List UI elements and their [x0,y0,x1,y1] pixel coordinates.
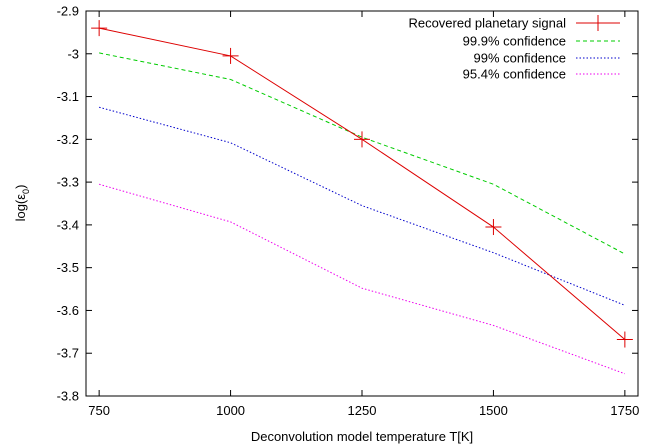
legend-label: Recovered planetary signal [408,16,566,31]
x-tick-label: 1500 [479,403,508,418]
series-line-1 [99,52,626,255]
data-point-marker [616,331,633,348]
y-tick-label: -3.3 [57,175,79,190]
y-tick-label: -3.7 [57,346,79,361]
y-tick-label: -3.8 [57,389,79,404]
legend: Recovered planetary signal 99.9% confiden… [408,15,620,82]
x-tick-label: 1000 [216,403,245,418]
series-line-3 [99,183,626,375]
data-point-marker [91,20,108,37]
legend-label: 95.4% confidence [463,67,566,82]
y-tick-label: -3.5 [57,260,79,275]
y-tick-label: -3.6 [57,303,79,318]
legend-label: 99% confidence [473,51,566,66]
series-layer [91,20,633,375]
y-tick-label: -3 [67,46,79,61]
legend-label: 99.9% confidence [463,34,566,49]
y-axis-label: log(ε0) [13,185,31,222]
x-tick-label: 750 [88,403,110,418]
x-tick-label: 1750 [610,403,639,418]
data-point-marker [485,219,502,236]
data-point-marker [222,47,239,64]
y-tick-label: -3.2 [57,132,79,147]
y-tick-label: -3.4 [57,217,79,232]
y-tick-label: -2.9 [57,4,79,19]
x-tick-label: 1250 [348,403,377,418]
axis-ticks: -3.8 -3.7 -3.6 -3.5 -3.4 -3.3 -3.2 -3.1 -3 -2.9 75… [57,4,640,419]
data-point-marker [354,131,370,148]
x-axis-label: Deconvolution model temperature T[K] [251,429,473,444]
y-tick-label: -3.1 [57,89,79,104]
